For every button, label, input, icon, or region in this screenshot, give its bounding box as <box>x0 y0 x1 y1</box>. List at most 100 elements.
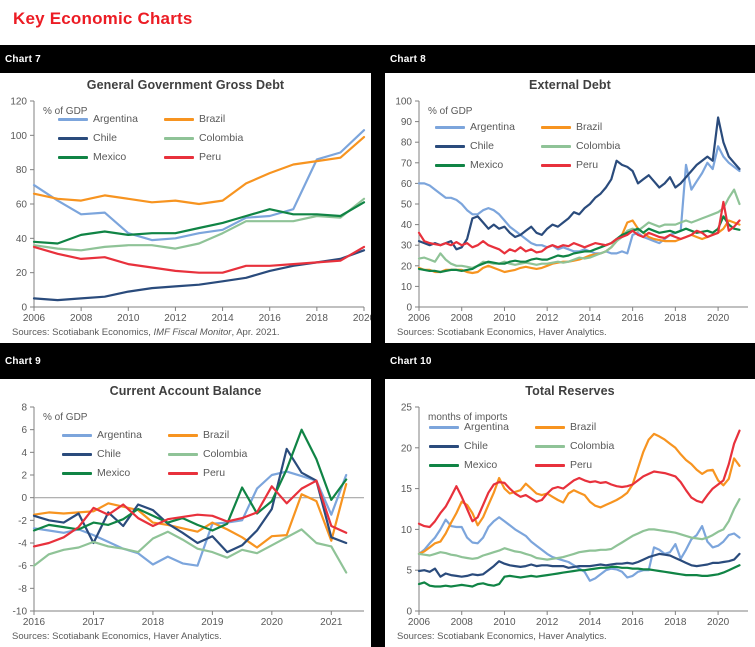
series-line-mexico <box>32 428 348 532</box>
legend-line-swatch <box>62 471 92 475</box>
series-line-peru <box>417 200 741 255</box>
chart10-panel: Total Reserves 0 5 10 15 20 25 2006 2008 2010 201… <box>385 379 755 647</box>
legend-item-colombia: Colombia <box>534 440 614 452</box>
series-line-argentina <box>32 129 366 242</box>
y-tick-label: 0 <box>406 303 412 314</box>
legend-item-chile: Chile <box>62 448 142 460</box>
legend-line-swatch <box>58 117 88 121</box>
legend-label: Chile <box>93 132 117 144</box>
legend-item-peru: Peru <box>167 467 247 479</box>
x-tick-label: 2020 <box>707 313 730 323</box>
chart9-source: Sources: Scotiabank Economics, Haver Ana… <box>12 631 222 642</box>
series-line-mexico <box>417 564 741 588</box>
legend-label: Brazil <box>569 421 597 433</box>
chart7-plot: 0 20 40 60 80 100 120 2006 2008 2010 2012 2014 2016 2… <box>10 97 371 324</box>
legend-label: Mexico <box>464 459 498 471</box>
y-tick-label: -10 <box>13 607 28 618</box>
chart8-plot: 0 10 20 30 40 50 60 70 80 90 100 2006 2008 2010 2012 20… <box>395 97 748 323</box>
y-tick-label: 10 <box>401 282 413 293</box>
series-line-peru <box>32 245 366 274</box>
x-tick-label: 2006 <box>408 313 431 323</box>
x-tick-label: 2008 <box>451 313 474 323</box>
chart8-title: External Debt <box>529 78 611 92</box>
legend-line-swatch <box>62 452 92 456</box>
series-line-brazil <box>417 432 741 555</box>
series-line-brazil <box>417 219 741 275</box>
x-tick-label: 2020 <box>353 313 371 323</box>
legend-line-swatch <box>163 117 194 121</box>
axes: -10 -8 -6 -4 -2 0 2 4 6 8 2016 2017 2018 2019 2020 2021 <box>13 403 364 627</box>
x-tick-label: 2018 <box>142 617 165 627</box>
legend-label: Peru <box>198 151 222 163</box>
axis-unit-label: % of GDP <box>43 412 88 423</box>
x-tick-label: 2012 <box>536 313 559 323</box>
axes: 0 20 40 60 80 100 120 2006 2008 2010 2012 2014 2016 2… <box>10 97 371 324</box>
y-tick-label: 50 <box>401 200 413 211</box>
axes: 0 5 10 15 20 25 2006 2008 2010 2012 2014 2016 2018 20… <box>401 403 748 627</box>
y-tick-label: -4 <box>18 539 27 550</box>
x-tick-label: 2012 <box>536 617 559 627</box>
page-header: Key Economic Charts <box>0 0 755 45</box>
chart9-legend: Argentina Brazil Chile Colombia Mexico Peru <box>62 429 247 479</box>
legend-line-swatch <box>429 425 459 429</box>
series-line-mexico <box>417 215 741 274</box>
series-group <box>32 129 366 302</box>
legend-label: Brazil <box>198 113 226 125</box>
legend-label: Argentina <box>464 421 509 433</box>
legend-label: Chile <box>97 448 121 460</box>
chart7-tag-bar: Chart 7 <box>0 45 371 73</box>
legend-label: Mexico <box>93 151 127 163</box>
source-text: Sources: Scotiabank Economics, Haver Ana… <box>12 631 222 642</box>
chart7-source: Sources: Scotiabank Economics, IMF Fisca… <box>12 327 280 338</box>
y-tick-label: 20 <box>401 443 413 454</box>
legend-item-chile: Chile <box>435 140 515 152</box>
chart7-title: General Government Gross Debt <box>86 78 285 92</box>
source-italic-text: IMF Fiscal Monitor <box>153 327 232 338</box>
source-text: Sources: Scotiabank Economics, Haver Ana… <box>397 327 607 338</box>
legend-label: Peru <box>202 467 226 479</box>
x-tick-label: 2012 <box>164 313 187 323</box>
chart9-tag: Chart 9 <box>5 355 41 367</box>
legend-line-swatch <box>540 125 571 129</box>
legend-label: Mexico <box>97 467 131 479</box>
legend-line-swatch <box>540 144 571 148</box>
y-tick-label: 20 <box>16 268 28 279</box>
chart10-tag: Chart 10 <box>390 355 432 367</box>
y-tick-label: 30 <box>401 241 413 252</box>
x-tick-label: 2017 <box>82 617 105 627</box>
series-group <box>417 116 741 275</box>
legend-label: Peru <box>575 159 599 171</box>
legend-label: Colombia <box>575 140 621 152</box>
y-tick-label: 20 <box>401 261 413 272</box>
x-tick-label: 2020 <box>707 617 730 627</box>
chart10-tag-bar: Chart 10 <box>385 343 755 379</box>
legend-line-swatch <box>429 444 459 448</box>
legend-line-swatch <box>163 155 194 159</box>
legend-line-swatch <box>163 136 194 140</box>
source-text: Sources: Scotiabank Economics, Haver Ana… <box>397 631 607 642</box>
chart9-title: Current Account Balance <box>109 384 262 398</box>
y-tick-label: 100 <box>395 97 412 108</box>
series-line-colombia <box>417 188 741 269</box>
series-line-chile <box>417 552 741 578</box>
x-tick-label: 2014 <box>211 313 234 323</box>
series-line-brazil <box>32 135 366 206</box>
legend-item-argentina: Argentina <box>429 421 509 433</box>
legend-label: Chile <box>464 440 488 452</box>
legend-label: Chile <box>470 140 494 152</box>
chart7-tag: Chart 7 <box>5 53 41 65</box>
x-tick-label: 2014 <box>579 313 602 323</box>
legend-item-colombia: Colombia <box>540 140 621 152</box>
y-tick-label: 80 <box>16 165 28 176</box>
chart7-legend: Argentina Brazil Chile Colombia Mexico Peru <box>58 113 243 163</box>
chart10-legend: Argentina Brazil Chile Colombia Mexico Peru <box>429 421 614 471</box>
chart10-plot: 0 5 10 15 20 25 2006 2008 2010 2012 2014 2016 2018 20… <box>401 403 748 627</box>
legend-label: Brazil <box>202 429 230 441</box>
series-line-argentina <box>417 516 741 582</box>
charts-container: Chart 7 Chart 8 General Government Gross… <box>0 45 755 647</box>
y-tick-label: 15 <box>401 484 413 495</box>
chart9-plot: -10 -8 -6 -4 -2 0 2 4 6 8 2016 2017 2018 2019 2020 2021… <box>13 403 364 627</box>
y-tick-label: 40 <box>16 234 28 245</box>
legend-label: Peru <box>569 459 593 471</box>
legend-item-brazil: Brazil <box>540 121 620 133</box>
